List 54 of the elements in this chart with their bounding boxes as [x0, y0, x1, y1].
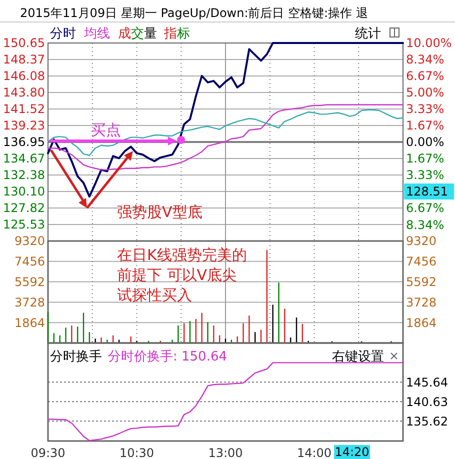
x-tick-label: 14:00	[296, 446, 332, 459]
y-tick-label: 132.38	[3, 168, 45, 182]
series-label: 分时价换手: 150.64	[108, 350, 227, 365]
text: 成交量	[118, 26, 157, 42]
y-tick-label: 139.23	[3, 118, 45, 133]
y2-tick-label: 7456	[406, 254, 437, 269]
y2-tick-label: 3.33%	[406, 102, 444, 116]
y-tick-label: 150.65	[3, 36, 45, 50]
y2-tick-label: 140.63	[406, 394, 448, 409]
y-tick-label: 136.95	[3, 135, 45, 150]
y-tick-label: 130.10	[3, 184, 45, 199]
y-tick-label: 127.82	[3, 201, 45, 216]
chart-title: 2015年11月09日 星期一 PageUp/Down:前后日 空格键:操作 退	[20, 6, 368, 20]
text: 均线	[83, 26, 110, 42]
y2-tick-label: 145.64	[406, 375, 448, 390]
y-tick-label: 7456	[14, 254, 45, 269]
y-tick-label: 3728	[14, 295, 45, 310]
y-tick-label: 9320	[14, 234, 45, 248]
text: 128.51	[406, 184, 448, 199]
y2-tick-label: 5592	[406, 275, 437, 289]
y2-tick-label: 135.62	[406, 414, 448, 428]
y2-tick-label: 1864	[406, 316, 437, 330]
y2-tick-label: 6.67%	[406, 69, 444, 84]
y2-tick-label: 1.67%	[406, 118, 444, 133]
y-tick-label: 143.80	[3, 86, 45, 100]
y2-tick-label: 3.33%	[406, 168, 444, 182]
annotation: 买点	[91, 121, 121, 139]
y2-tick-label: 3728	[406, 295, 437, 310]
y-tick-label: 141.52	[3, 102, 45, 116]
x-tick-label: 10:30	[119, 446, 154, 459]
y2-tick-label: 5.00%	[406, 86, 444, 100]
text: 分时	[50, 26, 76, 42]
text: 14:20	[334, 445, 370, 459]
y2-tick-label: 1.67%	[406, 152, 444, 166]
y2-tick-label: 9320	[406, 234, 437, 248]
y2-tick-label: 8.34%	[406, 52, 444, 67]
annotation: 分时换手	[50, 350, 102, 365]
annotation: 强势股V型底	[117, 203, 202, 221]
annotation: 在日K线强势完美的前提下 可以V底尖试探性买入	[117, 246, 247, 304]
y2-tick-label: 0.00%	[406, 135, 444, 150]
x-tick-label: 13:00	[208, 446, 243, 459]
x-tick-label: 09:30	[30, 446, 66, 459]
text: 统计	[355, 26, 381, 42]
y-tick-label: 125.53	[3, 218, 45, 232]
y2-tick-label: 8.34%	[406, 218, 444, 232]
y-tick-label: 134.67	[3, 152, 45, 166]
annotation: 右键设置	[332, 350, 384, 365]
y2-tick-label: 10.00%	[406, 36, 452, 50]
y-tick-label: 1864	[14, 316, 45, 330]
y-tick-label: 5592	[14, 275, 45, 289]
y2-tick-label: 6.67%	[406, 201, 444, 216]
y-tick-label: 148.37	[3, 52, 45, 67]
y-tick-label: 146.08	[3, 69, 45, 84]
text: 指标	[163, 26, 190, 42]
